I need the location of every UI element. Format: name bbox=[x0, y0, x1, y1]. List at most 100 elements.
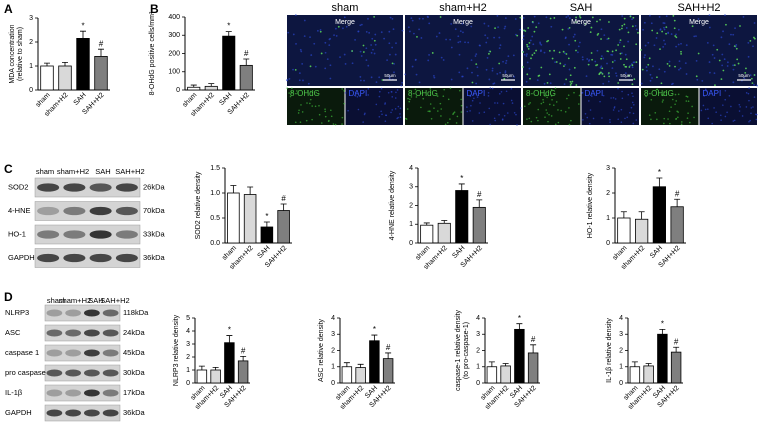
channel-dot bbox=[663, 122, 665, 125]
nucleus bbox=[488, 78, 491, 81]
channel-dot bbox=[685, 100, 688, 102]
stain bbox=[603, 75, 606, 78]
nucleus bbox=[529, 39, 532, 42]
stain bbox=[579, 16, 582, 19]
stain bbox=[528, 41, 531, 44]
nucleus bbox=[730, 33, 732, 36]
nucleus bbox=[652, 65, 654, 68]
nucleus bbox=[504, 25, 507, 28]
channel-image bbox=[699, 88, 757, 125]
protein-label: ASC bbox=[5, 328, 21, 337]
channel-dot bbox=[380, 87, 383, 90]
nucleus bbox=[367, 64, 370, 67]
channel-dot bbox=[453, 111, 456, 113]
nucleus bbox=[631, 18, 633, 21]
nucleus bbox=[677, 28, 680, 31]
kda-label: 36kDa bbox=[143, 253, 166, 262]
channel-dot bbox=[732, 120, 735, 122]
channel-dot bbox=[489, 87, 492, 89]
channel-label: 8-OHdG bbox=[408, 89, 438, 98]
channel-dot bbox=[479, 102, 481, 104]
significance-mark: * bbox=[227, 22, 230, 31]
channel-dot bbox=[390, 91, 393, 93]
stain bbox=[651, 29, 654, 32]
channel-dot bbox=[305, 119, 308, 122]
channel-dot bbox=[515, 113, 517, 116]
channel-dot bbox=[309, 102, 311, 105]
nucleus bbox=[671, 83, 673, 86]
channel-dot bbox=[311, 105, 313, 107]
channel-dot bbox=[610, 97, 612, 99]
nucleus bbox=[374, 33, 377, 36]
channel-dot bbox=[592, 117, 595, 120]
channel-image bbox=[523, 88, 581, 125]
blot-band bbox=[102, 389, 119, 397]
nucleus bbox=[564, 63, 567, 66]
protein-label: NLRP3 bbox=[5, 308, 29, 317]
stain bbox=[584, 23, 587, 25]
blot-band bbox=[115, 253, 138, 263]
nucleus bbox=[554, 61, 556, 64]
nucleus bbox=[295, 42, 297, 45]
stain bbox=[547, 39, 550, 42]
channel-dot bbox=[429, 110, 431, 112]
nucleus bbox=[658, 15, 661, 18]
stain bbox=[337, 25, 340, 28]
stain bbox=[631, 25, 634, 28]
stain bbox=[737, 62, 740, 65]
stain bbox=[391, 62, 394, 65]
nucleus bbox=[577, 45, 580, 48]
channel-dot bbox=[568, 123, 571, 126]
channel-dot bbox=[444, 123, 447, 126]
channel-dot bbox=[626, 116, 629, 119]
channel-dot bbox=[650, 98, 653, 101]
nucleus bbox=[720, 36, 723, 39]
stain bbox=[551, 57, 554, 60]
nucleus bbox=[522, 38, 525, 41]
blot-strip bbox=[44, 324, 121, 342]
y-tick-label: 0 bbox=[186, 380, 190, 387]
y-tick-label: 300 bbox=[168, 32, 180, 39]
y-axis-label: NLRP3 relative density bbox=[173, 314, 180, 386]
bar bbox=[355, 367, 366, 384]
channel-dot bbox=[343, 89, 345, 92]
channel-dot bbox=[513, 111, 516, 114]
channel-dot bbox=[656, 88, 659, 91]
stain bbox=[416, 35, 418, 38]
stain bbox=[640, 49, 642, 51]
error-bar bbox=[44, 62, 50, 66]
stain bbox=[647, 63, 650, 66]
nucleus bbox=[487, 25, 490, 27]
nucleus bbox=[526, 53, 528, 56]
nucleus bbox=[678, 68, 680, 71]
channel-dot bbox=[449, 118, 451, 120]
lane-label: SAH bbox=[95, 167, 110, 176]
nucleus bbox=[442, 59, 445, 61]
nucleus bbox=[328, 44, 331, 47]
nucleus bbox=[360, 55, 363, 57]
bar bbox=[437, 222, 451, 244]
channel-dot bbox=[591, 95, 593, 97]
y-axis-label: MDA concentration bbox=[9, 24, 16, 83]
bar bbox=[222, 35, 236, 91]
y-tick-label: 0 bbox=[331, 380, 335, 387]
nucleus bbox=[578, 41, 581, 44]
channel-dot bbox=[650, 118, 652, 121]
channel-dot bbox=[632, 95, 634, 98]
significance-mark: * bbox=[81, 21, 84, 30]
channel-dot bbox=[560, 109, 562, 112]
channel-dot bbox=[297, 112, 300, 114]
channel-dot bbox=[286, 87, 289, 90]
channel-dot bbox=[419, 92, 422, 95]
nucleus bbox=[388, 42, 391, 45]
nucleus bbox=[427, 59, 430, 62]
nucleus bbox=[701, 79, 704, 82]
channel-dot bbox=[713, 107, 715, 109]
stain bbox=[578, 15, 581, 17]
kda-label: 17kDa bbox=[123, 388, 146, 397]
blot-strip bbox=[34, 248, 141, 268]
stain bbox=[628, 66, 631, 68]
stain bbox=[751, 82, 754, 85]
error-bar bbox=[645, 363, 652, 366]
stain bbox=[527, 27, 530, 29]
